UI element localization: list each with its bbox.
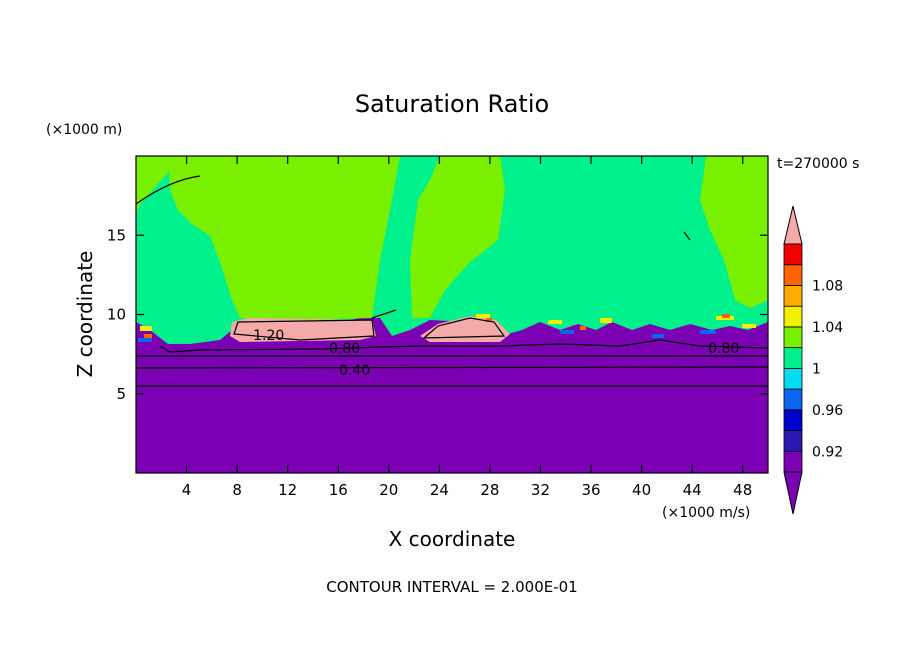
contour-line-0.80 [159, 339, 768, 353]
contour-interval-footer: CONTOUR INTERVAL = 2.000E-01 [326, 578, 577, 596]
x-tick-label: 4 [182, 481, 192, 499]
x-tick-label: 12 [278, 481, 297, 499]
contour-label: 0.40 [339, 363, 370, 379]
x-tick-label: 48 [733, 481, 752, 499]
colorbar-band [783, 347, 803, 369]
colorbar-band [783, 285, 803, 307]
contour-line-upper [136, 175, 691, 319]
x-tick-label: 20 [379, 481, 398, 499]
colorbar-band [783, 326, 803, 349]
y-unit-label: (×1000 m) [46, 122, 122, 138]
x-axis: 4 8 12 16 20 24 28 32 36 40 44 48 [182, 156, 752, 499]
colorbar-tick-label: 0.92 [812, 444, 843, 460]
colorbar-tick-label: 0.96 [812, 403, 843, 419]
colorbar-tick-label: 1.04 [812, 320, 843, 336]
chart-title: Saturation Ratio [355, 90, 549, 118]
x-tick-label: 16 [329, 481, 348, 499]
colorbar-band [783, 264, 803, 286]
x-tick-label: 28 [480, 481, 499, 499]
x-tick-label: 8 [232, 481, 242, 499]
x-tick-label: 36 [581, 481, 600, 499]
contour-line-1.20-b [422, 317, 506, 339]
contour-line-0.40 [136, 366, 768, 369]
colorbar-band [783, 243, 803, 266]
y-axis: 5 10 15 [107, 226, 768, 403]
contour-field [136, 156, 768, 473]
contour-line-1.20-a [233, 319, 375, 341]
field-speckles-red [144, 314, 730, 338]
colorbar-band [783, 305, 803, 328]
field-speckles-blue [138, 330, 716, 342]
y-axis-title: Z coordinate [73, 251, 97, 378]
contour-label: 0.80 [329, 341, 360, 357]
colorbar: 0.92 0.96 1 1.04 1.08 [783, 205, 843, 515]
y-tick-label: 5 [116, 385, 126, 403]
time-label: t=270000 s [777, 156, 859, 172]
colorbar-band [783, 367, 803, 390]
contour-label: 1.20 [253, 328, 284, 344]
contour-lines [136, 175, 768, 387]
colorbar-tick-label: 1 [812, 361, 821, 377]
colorbar-under-triangle [783, 471, 803, 515]
colorbar-tick-label: 1.08 [812, 278, 843, 294]
colorbar-band [783, 450, 803, 473]
colorbar-band [783, 409, 803, 431]
x-tick-label: 32 [531, 481, 550, 499]
x-tick-label: 24 [430, 481, 449, 499]
colorbar-band [783, 430, 803, 452]
y-tick-label: 15 [107, 226, 126, 244]
x-tick-label: 44 [683, 481, 702, 499]
colorbar-band [783, 388, 803, 411]
contour-labels: 1.20 0.80 0.40 0.80 [253, 328, 739, 379]
contour-label: 0.80 [708, 341, 739, 357]
field-region-moist [136, 156, 768, 320]
colorbar-over-triangle [783, 205, 803, 245]
field-region-supersaturated [230, 316, 510, 342]
y-tick-label: 10 [107, 306, 126, 324]
x-tick-label: 40 [632, 481, 651, 499]
x-axis-title: X coordinate [389, 527, 516, 551]
x-unit-label: (×1000 m/s) [662, 505, 750, 521]
